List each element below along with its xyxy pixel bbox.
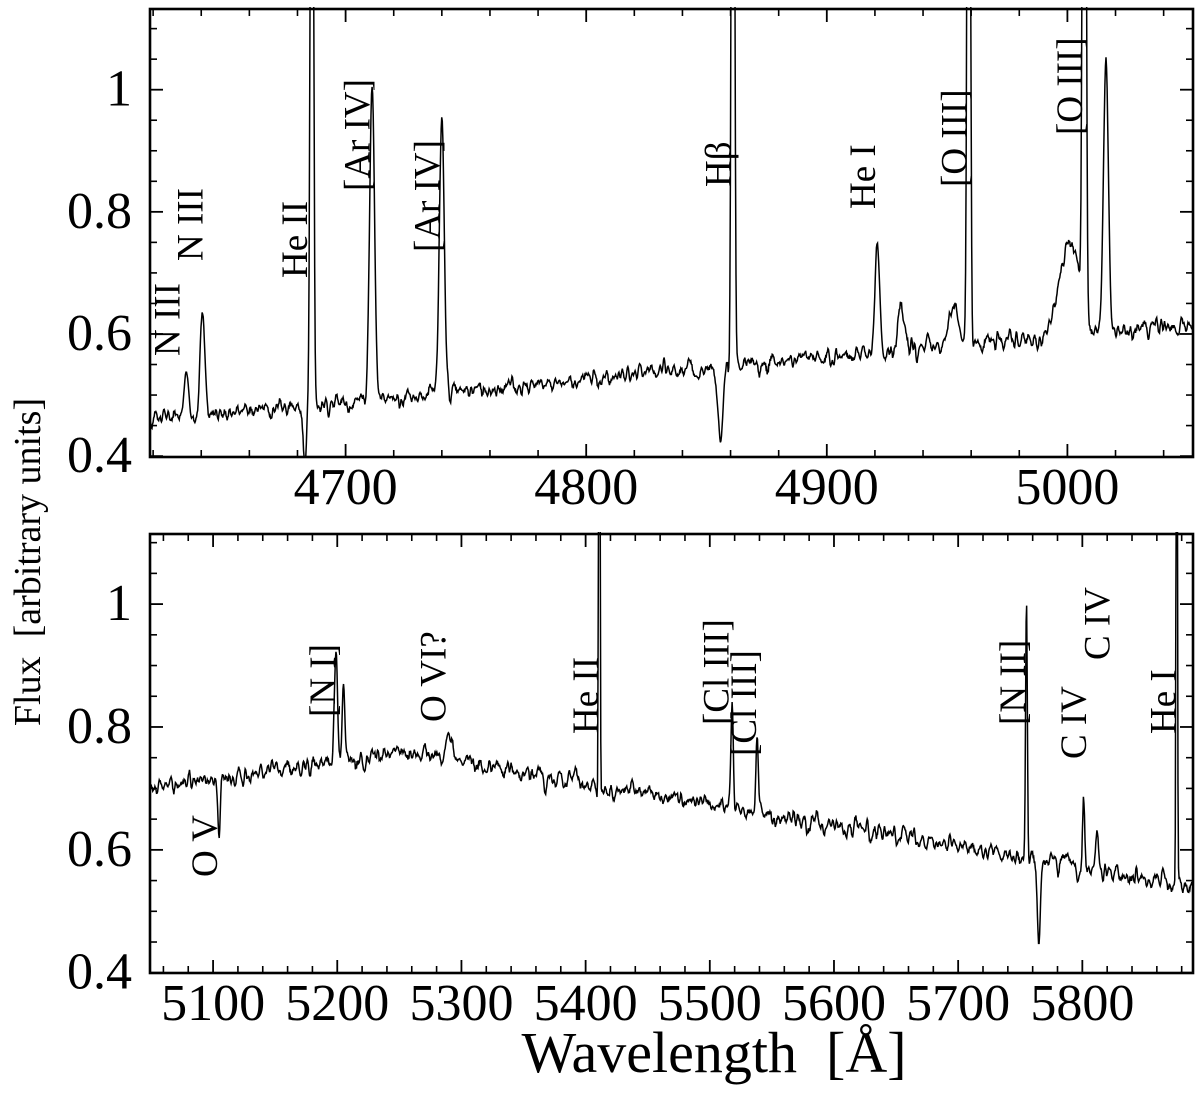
svg-text:Flux [arbitrary units]: Flux [arbitrary units] bbox=[7, 398, 49, 726]
svg-text:[N I]: [N I] bbox=[303, 644, 344, 717]
svg-text:C IV: C IV bbox=[1054, 686, 1095, 759]
svg-text:0.4: 0.4 bbox=[67, 944, 132, 1001]
svg-text:[N II]: [N II] bbox=[993, 640, 1034, 725]
svg-text:[O III]: [O III] bbox=[1050, 37, 1091, 135]
svg-text:O V: O V bbox=[185, 815, 226, 877]
svg-text:He II: He II bbox=[566, 657, 607, 734]
svg-text:4800: 4800 bbox=[534, 459, 638, 516]
svg-text:5000: 5000 bbox=[1015, 459, 1119, 516]
svg-text:0.6: 0.6 bbox=[67, 821, 132, 878]
svg-text:O VI?: O VI? bbox=[413, 631, 454, 722]
svg-text:0.6: 0.6 bbox=[67, 305, 132, 362]
svg-text:4900: 4900 bbox=[775, 459, 879, 516]
svg-text:[Ar IV]: [Ar IV] bbox=[407, 140, 448, 252]
svg-text:0.8: 0.8 bbox=[67, 183, 132, 240]
svg-text:5800: 5800 bbox=[1030, 975, 1134, 1032]
svg-text:4700: 4700 bbox=[294, 459, 398, 516]
svg-text:Hβ: Hβ bbox=[699, 141, 740, 187]
svg-text:0.8: 0.8 bbox=[67, 698, 132, 755]
svg-text:0.4: 0.4 bbox=[67, 427, 132, 484]
svg-text:C IV: C IV bbox=[1078, 587, 1119, 660]
svg-text:He I: He I bbox=[1143, 669, 1184, 734]
svg-text:5200: 5200 bbox=[285, 975, 389, 1032]
svg-text:Wavelength [Å]: Wavelength [Å] bbox=[521, 1020, 906, 1085]
svg-text:5300: 5300 bbox=[409, 975, 513, 1032]
svg-text:1: 1 bbox=[106, 575, 132, 632]
svg-text:He I: He I bbox=[843, 144, 884, 209]
svg-text:N III: N III bbox=[170, 188, 211, 261]
svg-text:[Cl III]: [Cl III] bbox=[724, 650, 765, 756]
svg-text:5700: 5700 bbox=[906, 975, 1010, 1032]
svg-text:5100: 5100 bbox=[161, 975, 265, 1032]
svg-text:He II: He II bbox=[275, 201, 316, 278]
svg-text:[Ar IV]: [Ar IV] bbox=[338, 79, 379, 191]
svg-text:[O III]: [O III] bbox=[934, 89, 975, 187]
svg-text:N III: N III bbox=[148, 283, 189, 356]
svg-text:1: 1 bbox=[106, 61, 132, 118]
